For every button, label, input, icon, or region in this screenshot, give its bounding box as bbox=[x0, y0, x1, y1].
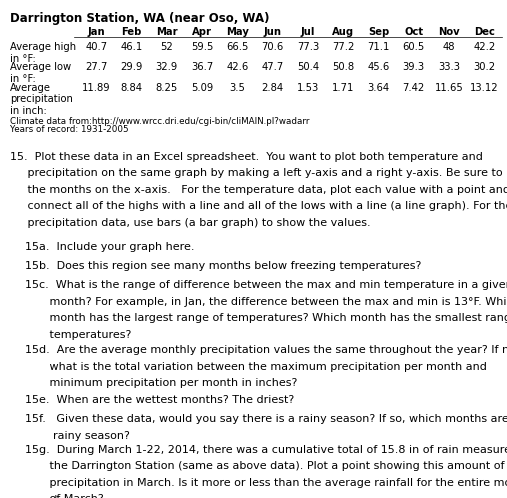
Text: month? For example, in Jan, the difference between the max and min is 13°F. Whic: month? For example, in Jan, the differen… bbox=[25, 297, 507, 307]
Text: 11.89: 11.89 bbox=[82, 83, 111, 93]
Text: 36.7: 36.7 bbox=[191, 62, 213, 72]
Text: Average
precipitation
in inch:: Average precipitation in inch: bbox=[10, 83, 73, 116]
Text: Years of record: 1931-2005: Years of record: 1931-2005 bbox=[10, 125, 129, 134]
Text: Average high
in °F:: Average high in °F: bbox=[10, 42, 76, 64]
Text: 15g.  During March 1-22, 2014, there was a cumulative total of 15.8 in of rain m: 15g. During March 1-22, 2014, there was … bbox=[25, 445, 507, 455]
Text: 8.84: 8.84 bbox=[121, 83, 142, 93]
Text: Oct: Oct bbox=[404, 27, 423, 37]
Text: 48: 48 bbox=[443, 42, 455, 52]
Text: 32.9: 32.9 bbox=[156, 62, 178, 72]
Text: what is the total variation between the maximum precipitation per month and: what is the total variation between the … bbox=[25, 362, 487, 372]
Text: 2.84: 2.84 bbox=[262, 83, 284, 93]
Text: Jun: Jun bbox=[264, 27, 281, 37]
Text: 13.12: 13.12 bbox=[470, 83, 498, 93]
Text: 30.2: 30.2 bbox=[473, 62, 495, 72]
Text: 15.  Plot these data in an Excel spreadsheet.  You want to plot both temperature: 15. Plot these data in an Excel spreadsh… bbox=[10, 152, 483, 162]
Text: 3.64: 3.64 bbox=[368, 83, 389, 93]
Text: Apr: Apr bbox=[192, 27, 212, 37]
Text: 50.8: 50.8 bbox=[332, 62, 354, 72]
Text: minimum precipitation per month in inches?: minimum precipitation per month in inche… bbox=[25, 378, 298, 388]
Text: 40.7: 40.7 bbox=[85, 42, 107, 52]
Text: Dec: Dec bbox=[474, 27, 495, 37]
Text: the months on the x-axis.   For the temperature data, plot each value with a poi: the months on the x-axis. For the temper… bbox=[10, 185, 507, 195]
Text: 42.6: 42.6 bbox=[226, 62, 248, 72]
Text: 42.2: 42.2 bbox=[473, 42, 495, 52]
Text: 47.7: 47.7 bbox=[262, 62, 284, 72]
Text: 77.2: 77.2 bbox=[332, 42, 354, 52]
Text: 15b.  Does this region see many months below freezing temperatures?: 15b. Does this region see many months be… bbox=[25, 261, 422, 271]
Text: 15f.   Given these data, would you say there is a rainy season? If so, which mon: 15f. Given these data, would you say the… bbox=[25, 414, 507, 424]
Text: Jul: Jul bbox=[301, 27, 315, 37]
Text: 15e.  When are the wettest months? The driest?: 15e. When are the wettest months? The dr… bbox=[25, 395, 295, 405]
Text: connect all of the highs with a line and all of the lows with a line (a line gra: connect all of the highs with a line and… bbox=[10, 201, 507, 211]
Text: 3.5: 3.5 bbox=[229, 83, 245, 93]
Text: 15c.  What is the range of difference between the max and min temperature in a g: 15c. What is the range of difference bet… bbox=[25, 280, 507, 290]
Text: 15d.  Are the average monthly precipitation values the same throughout the year?: 15d. Are the average monthly precipitati… bbox=[25, 345, 507, 355]
Text: 27.7: 27.7 bbox=[85, 62, 107, 72]
Text: Darrington Station, WA (near Oso, WA): Darrington Station, WA (near Oso, WA) bbox=[10, 12, 270, 25]
Text: Nov: Nov bbox=[438, 27, 460, 37]
Text: precipitation data, use bars (a bar graph) to show the values.: precipitation data, use bars (a bar grap… bbox=[10, 218, 371, 228]
Text: 33.3: 33.3 bbox=[438, 62, 460, 72]
Text: Climate data from:http://www.wrcc.dri.edu/cgi-bin/cliMAIN.pl?wadarr: Climate data from:http://www.wrcc.dri.ed… bbox=[10, 117, 310, 126]
Text: 50.4: 50.4 bbox=[297, 62, 319, 72]
Text: precipitation on the same graph by making a left y-axis and a right y-axis. Be s: precipitation on the same graph by makin… bbox=[10, 168, 507, 178]
Text: Sep: Sep bbox=[368, 27, 389, 37]
Text: |: | bbox=[53, 494, 57, 498]
Text: 70.6: 70.6 bbox=[262, 42, 284, 52]
Text: 7.42: 7.42 bbox=[403, 83, 425, 93]
Text: 11.65: 11.65 bbox=[434, 83, 463, 93]
Text: 60.5: 60.5 bbox=[403, 42, 425, 52]
Text: 71.1: 71.1 bbox=[367, 42, 390, 52]
Text: 8.25: 8.25 bbox=[156, 83, 178, 93]
Text: 59.5: 59.5 bbox=[191, 42, 213, 52]
Text: 52: 52 bbox=[160, 42, 173, 52]
Text: 15a.  Include your graph here.: 15a. Include your graph here. bbox=[25, 242, 195, 251]
Text: precipitation in March. Is it more or less than the average rainfall for the ent: precipitation in March. Is it more or le… bbox=[25, 478, 507, 488]
Text: 1.71: 1.71 bbox=[332, 83, 354, 93]
Text: temperatures?: temperatures? bbox=[25, 330, 132, 340]
Text: Mar: Mar bbox=[156, 27, 177, 37]
Text: Feb: Feb bbox=[121, 27, 141, 37]
Text: the Darrington Station (same as above data). Plot a point showing this amount of: the Darrington Station (same as above da… bbox=[25, 461, 505, 471]
Text: Average low
in °F:: Average low in °F: bbox=[10, 62, 71, 84]
Text: 66.5: 66.5 bbox=[226, 42, 248, 52]
Text: 45.6: 45.6 bbox=[368, 62, 389, 72]
Text: Jan: Jan bbox=[87, 27, 105, 37]
Text: 46.1: 46.1 bbox=[120, 42, 142, 52]
Text: 29.9: 29.9 bbox=[120, 62, 142, 72]
Text: 1.53: 1.53 bbox=[297, 83, 319, 93]
Text: 77.3: 77.3 bbox=[297, 42, 319, 52]
Text: 39.3: 39.3 bbox=[403, 62, 425, 72]
Text: Aug: Aug bbox=[332, 27, 354, 37]
Text: month has the largest range of temperatures? Which month has the smallest range : month has the largest range of temperatu… bbox=[25, 313, 507, 323]
Text: May: May bbox=[226, 27, 249, 37]
Text: of March?: of March? bbox=[25, 494, 104, 498]
Text: 5.09: 5.09 bbox=[191, 83, 213, 93]
Text: rainy season?: rainy season? bbox=[25, 431, 130, 441]
